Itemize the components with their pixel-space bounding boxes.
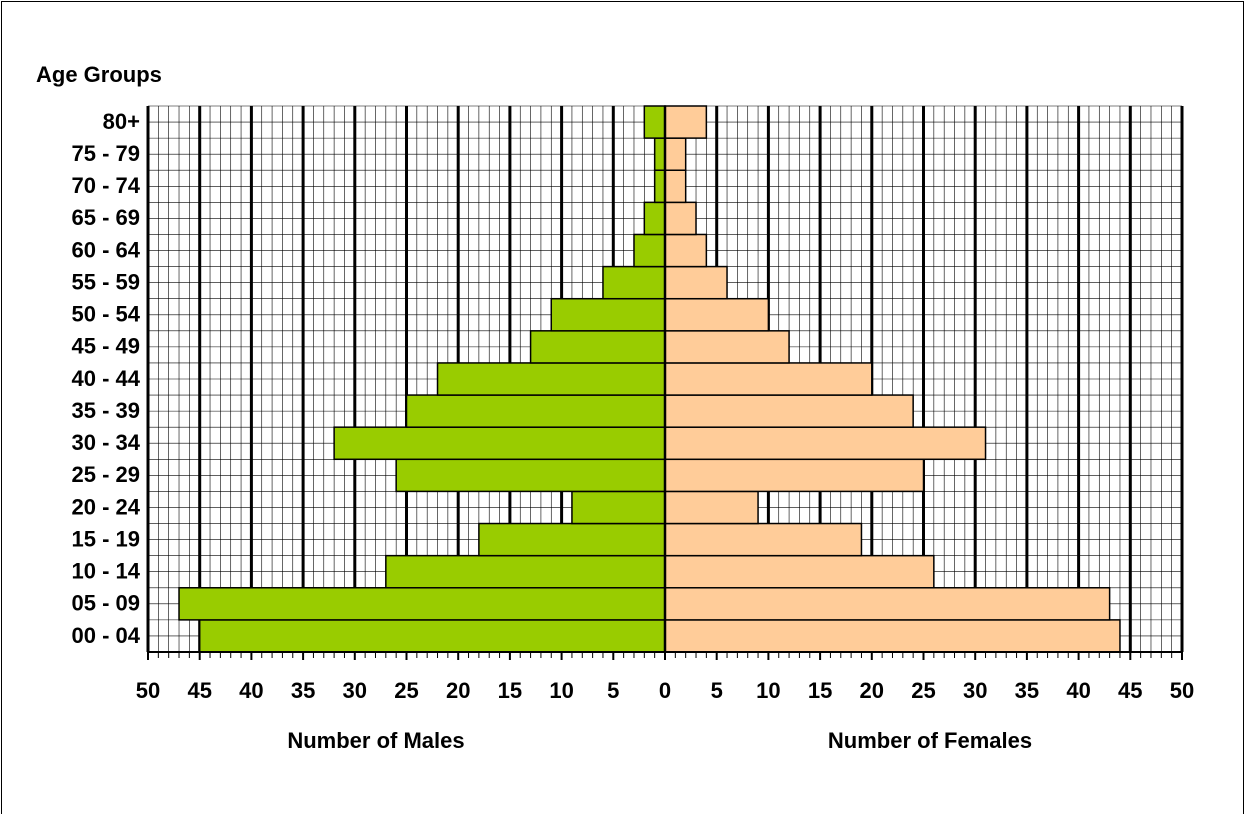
bar [643, 105, 666, 139]
x-tick-label: 35 [291, 678, 315, 703]
bar [198, 619, 666, 653]
bar [664, 458, 925, 493]
bar [385, 554, 666, 589]
bar [571, 490, 666, 525]
bar [664, 619, 1121, 653]
x-tick-label: 15 [498, 678, 522, 703]
legend-left: Number of Males [287, 728, 464, 753]
x-tick-label: 20 [446, 678, 470, 703]
bar [653, 169, 666, 204]
bar [664, 587, 1111, 621]
x-tick-label: 5 [711, 678, 723, 703]
y-tick-label: 40 - 44 [72, 366, 141, 391]
bar [664, 554, 935, 589]
y-tick-label: 80+ [103, 109, 140, 134]
x-tick-label: 30 [343, 678, 367, 703]
x-tick-label: 40 [1066, 678, 1090, 703]
legend-right: Number of Females [828, 728, 1032, 753]
y-tick-label: 75 - 79 [72, 141, 141, 166]
bar [664, 394, 914, 428]
y-tick-label: 30 - 34 [72, 430, 141, 455]
x-tick-label: 40 [239, 678, 263, 703]
x-tick-label: 50 [136, 678, 160, 703]
bar [664, 330, 790, 364]
y-tick-label: 50 - 54 [72, 302, 141, 327]
bar [602, 265, 666, 300]
x-tick-label: 10 [756, 678, 780, 703]
bar [643, 201, 666, 236]
x-tick-label: 10 [549, 678, 573, 703]
bar [333, 426, 666, 461]
x-tick-label: 45 [1118, 678, 1142, 703]
bar [664, 105, 708, 139]
bar [653, 137, 666, 171]
y-tick-label: 35 - 39 [72, 398, 141, 423]
x-tick-label: 35 [1015, 678, 1039, 703]
bar [664, 233, 708, 268]
bar [395, 458, 666, 493]
y-tick-label: 45 - 49 [72, 334, 141, 359]
y-axis-title: Age Groups [36, 62, 162, 87]
bar [529, 330, 666, 364]
x-tick-label: 15 [808, 678, 832, 703]
bar [664, 297, 770, 332]
bar [664, 265, 728, 300]
x-tick-label: 5 [607, 678, 619, 703]
bar [664, 137, 687, 171]
y-tick-label: 70 - 74 [72, 173, 141, 198]
y-tick-label: 60 - 64 [72, 237, 141, 262]
x-tick-label: 0 [659, 678, 671, 703]
bar [550, 297, 666, 332]
bar [664, 426, 987, 461]
bar [178, 587, 666, 621]
bar [664, 201, 697, 236]
bar [664, 522, 863, 557]
y-tick-label: 65 - 69 [72, 205, 141, 230]
y-tick-label: 05 - 09 [72, 591, 141, 616]
bar [405, 394, 666, 428]
y-tick-label: 55 - 59 [72, 269, 141, 294]
bar [633, 233, 666, 268]
y-tick-label: 00 - 04 [72, 623, 141, 648]
x-tick-label: 50 [1170, 678, 1194, 703]
x-tick-label: 30 [963, 678, 987, 703]
bar [664, 490, 759, 525]
y-tick-label: 25 - 29 [72, 462, 141, 487]
bar [478, 522, 666, 557]
bar [664, 169, 687, 204]
bar [664, 362, 873, 396]
x-tick-label: 20 [860, 678, 884, 703]
x-tick-label: 25 [394, 678, 418, 703]
y-tick-label: 20 - 24 [72, 494, 141, 519]
x-tick-label: 25 [911, 678, 935, 703]
x-tick-label: 45 [187, 678, 211, 703]
y-tick-label: 10 - 14 [72, 559, 141, 584]
y-tick-label: 15 - 19 [72, 526, 141, 551]
bar [436, 362, 666, 396]
